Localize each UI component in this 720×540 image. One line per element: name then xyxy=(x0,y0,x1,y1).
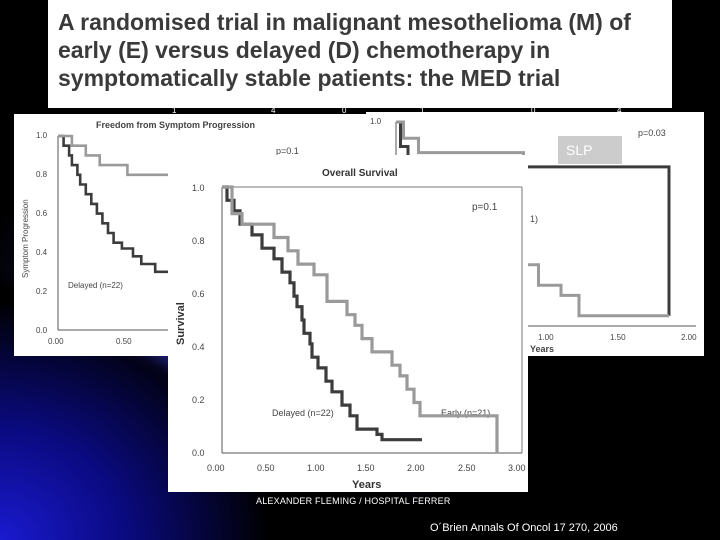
partial-top-ticks: 1 4 0 1 0 4 xyxy=(172,106,622,115)
x-tick-label: 1.50 xyxy=(357,463,375,473)
x-axis-label: Years xyxy=(530,344,554,354)
x-tick-label: 1.00 xyxy=(538,333,554,342)
x-axis-label: Years xyxy=(352,479,381,491)
series-label-delayed: Delayed (n=22) xyxy=(68,281,123,290)
chart-panel-overall-survival: Overall Survival p=0.1 Survival 0.0 0.2 … xyxy=(168,155,528,492)
partial-annotation: 1) xyxy=(530,214,538,224)
series-line-dark xyxy=(222,185,422,442)
partial-tick: 0 xyxy=(531,106,536,115)
slp-box xyxy=(558,136,622,164)
x-tick-label: 0.50 xyxy=(257,463,275,473)
partial-tick: 4 xyxy=(271,106,276,115)
chart-title: Freedom from Symptom Progression xyxy=(96,120,255,130)
x-tick-label: 2.50 xyxy=(458,463,476,473)
series-line-light xyxy=(396,120,669,318)
y-tick-label: 0.8 xyxy=(36,170,48,179)
y-axis-label: Symptom Progression xyxy=(21,199,30,278)
title-box xyxy=(48,0,672,108)
y-tick-label: 1.0 xyxy=(36,131,48,140)
partial-tick: 4 xyxy=(617,106,622,115)
chart-annotation: p=0.03 xyxy=(638,128,666,138)
x-tick-label: 1.00 xyxy=(307,463,325,473)
y-tick-label: 0.2 xyxy=(36,287,48,296)
x-tick-label: 0.00 xyxy=(207,463,225,473)
y-axis-label: Survival xyxy=(175,302,187,345)
partial-tick: 0 xyxy=(342,106,347,115)
series-line-light xyxy=(222,185,499,453)
y-tick-label: 0.4 xyxy=(36,248,48,257)
x-tick-label: 0.50 xyxy=(116,337,132,346)
footer-citation: O´Brien Annals Of Oncol 17 270, 2006 xyxy=(430,522,618,534)
y-tick-label: 1.0 xyxy=(370,117,382,126)
x-tick-label: 3.00 xyxy=(508,463,526,473)
slp-label: SLP xyxy=(566,142,593,158)
series-label-early: Early (n=21) xyxy=(441,408,490,418)
partial-tick: 1 xyxy=(172,106,177,115)
chart-annotation: p=0.1 xyxy=(472,202,498,213)
x-tick-label: 2.00 xyxy=(681,333,697,342)
series-label-delayed: Delayed (n=22) xyxy=(272,408,334,418)
y-tick-label: 0.6 xyxy=(192,289,205,299)
y-tick-label: 0.0 xyxy=(36,326,48,335)
chart-title: Overall Survival xyxy=(322,168,398,179)
y-tick-label: 1.0 xyxy=(192,183,205,193)
y-tick-label: 0.6 xyxy=(36,209,48,218)
x-tick-label: 2.00 xyxy=(407,463,425,473)
y-tick-label: 0.4 xyxy=(192,342,205,352)
footer-institution: ALEXANDER FLEMING / HOSPITAL FERRER xyxy=(256,496,451,506)
partial-tick: 1 xyxy=(420,106,425,115)
chart-annotation: p=0.1 xyxy=(276,146,299,156)
chart-overall-survival: Overall Survival p=0.1 Survival 0.0 0.2 … xyxy=(175,168,526,491)
x-tick-label: 1.50 xyxy=(610,333,626,342)
y-tick-label: 0.0 xyxy=(192,448,205,458)
y-tick-label: 0.2 xyxy=(192,395,205,405)
y-tick-label: 0.8 xyxy=(192,236,205,246)
x-tick-label: 0.00 xyxy=(48,337,64,346)
slide-title: A randomised trial in malignant mesothel… xyxy=(58,9,631,91)
